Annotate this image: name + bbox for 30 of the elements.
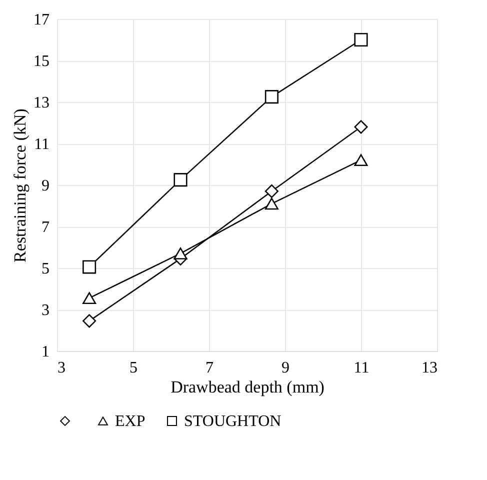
x-tick-label: 3 [58, 360, 66, 376]
y-tick-label: 15 [34, 53, 50, 70]
x-axis-title: Drawbead depth (mm) [170, 378, 324, 396]
x-tick-label: 9 [282, 360, 290, 376]
y-tick-label: 1 [42, 344, 50, 360]
point [82, 314, 96, 328]
x-tick-label: 11 [354, 360, 370, 376]
point [82, 260, 96, 274]
point [174, 173, 188, 187]
point [354, 120, 368, 134]
point [264, 90, 278, 104]
point [82, 292, 96, 304]
legend-label: EXP [115, 413, 146, 430]
point [174, 248, 188, 260]
legend-label: STOUGHTON [184, 413, 282, 430]
point [354, 32, 368, 47]
y-axis-title: Restraining force (kN) [10, 108, 30, 262]
y-tick-label: 13 [34, 94, 50, 112]
x-tick-label: 13 [422, 360, 438, 376]
point [264, 184, 278, 198]
point [264, 198, 278, 210]
x-tick-label: 5 [130, 360, 138, 376]
y-tick-label: 11 [34, 136, 50, 153]
y-tick-label: 7 [42, 219, 50, 236]
point [354, 154, 368, 166]
y-tick-label: 3 [42, 302, 50, 319]
x-tick-label: 7 [206, 360, 214, 376]
y-tick-label: 9 [42, 178, 50, 194]
y-tick-label: 17 [34, 12, 50, 28]
y-tick-label: 5 [42, 260, 50, 278]
